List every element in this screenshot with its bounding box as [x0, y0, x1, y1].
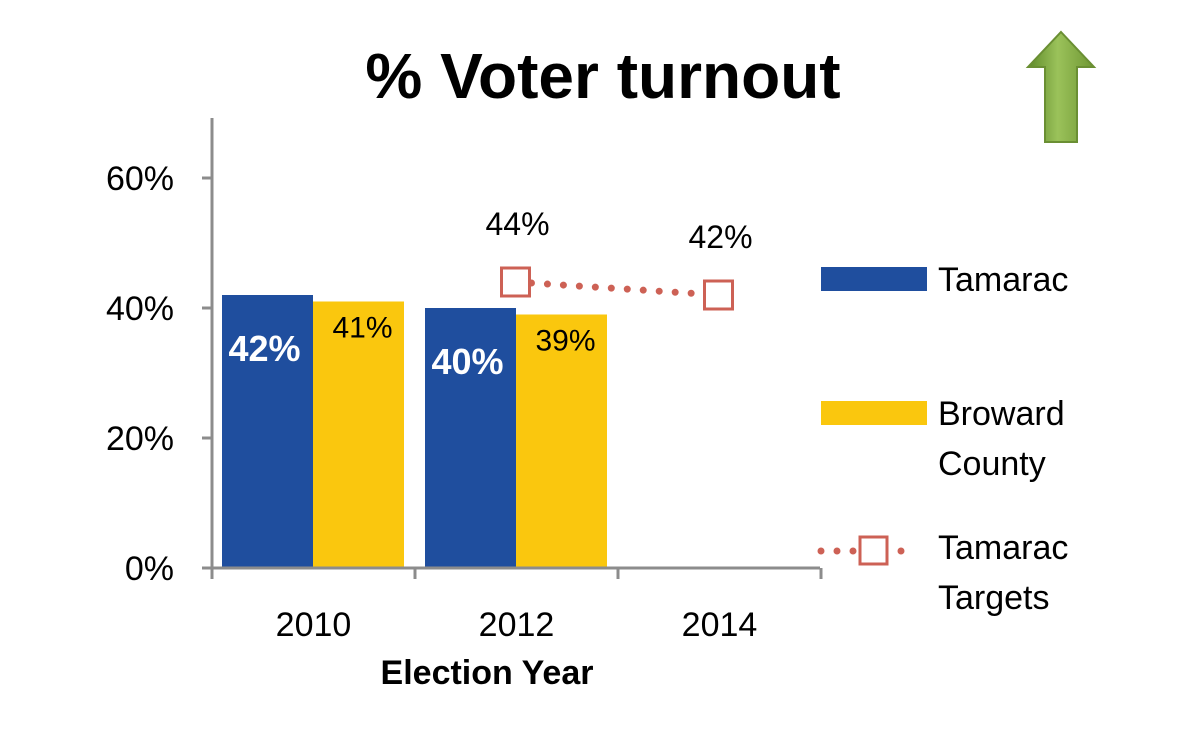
y-tick-label: 60%	[106, 160, 174, 198]
y-tick-label: 20%	[106, 420, 174, 458]
y-tick-label: 0%	[125, 550, 174, 588]
y-axis: 0% 20% 40% 60%	[106, 118, 214, 588]
x-tick-label: 2012	[479, 606, 555, 644]
legend-item-tamarac: Tamarac	[821, 261, 1068, 299]
target-value-label: 44%	[485, 206, 549, 242]
bar-broward-county	[313, 301, 404, 568]
legend-swatch-marker	[858, 535, 889, 566]
bar-value-label: 42%	[228, 328, 300, 369]
bar-tamarac	[425, 308, 516, 568]
legend-label: Broward	[938, 395, 1065, 433]
legend-swatch	[821, 401, 927, 425]
bars-group: 42% 41% 40% 39%	[222, 295, 607, 568]
x-axis: 2010 2012 2014	[210, 566, 823, 644]
legend-label: Targets	[938, 579, 1050, 617]
target-value-label: 42%	[688, 219, 752, 255]
up-arrow-icon	[1025, 30, 1097, 143]
legend-item-tamarac-targets: Tamarac Targets	[817, 529, 1068, 617]
legend-label: Tamarac	[938, 261, 1068, 299]
bar-tamarac	[222, 295, 313, 568]
y-tick-label: 40%	[106, 290, 174, 328]
bar-broward-county	[516, 314, 607, 568]
legend: Tamarac Broward County Tamarac Targets	[817, 261, 1068, 617]
target-marker	[500, 266, 531, 298]
legend-item-broward-county: Broward County	[821, 395, 1065, 483]
x-axis-label: Election Year	[381, 654, 594, 692]
bar-value-label: 39%	[535, 325, 595, 358]
legend-label: Tamarac	[938, 529, 1068, 567]
x-tick-label: 2014	[682, 606, 758, 644]
legend-swatch	[821, 267, 927, 291]
target-line	[512, 278, 722, 299]
bar-value-label: 41%	[332, 312, 392, 345]
target-series: 44% 42%	[485, 206, 753, 311]
chart-title: % Voter turnout	[365, 40, 840, 112]
bar-value-label: 40%	[431, 341, 503, 382]
target-marker	[703, 279, 734, 311]
legend-label: County	[938, 445, 1046, 483]
x-tick-label: 2010	[276, 606, 352, 644]
